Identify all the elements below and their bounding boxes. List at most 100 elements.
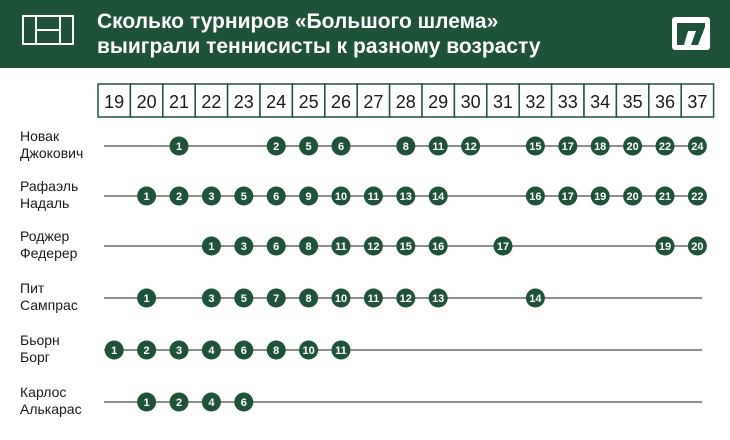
slam-count-label: 22 — [691, 191, 703, 203]
age-label: 33 — [558, 92, 578, 112]
slam-count-label: 13 — [400, 191, 412, 203]
slam-count-dot — [590, 136, 610, 156]
slam-count-label: 20 — [626, 141, 638, 153]
title-line-1: Сколько турниров «Большого шлема» — [97, 10, 499, 33]
slam-count-dot — [331, 186, 351, 206]
slam-count-label: 4 — [208, 345, 215, 357]
slam-count-label: 13 — [432, 293, 444, 305]
slam-count-dot — [428, 136, 448, 156]
slam-count-label: 11 — [368, 293, 380, 305]
slam-count-dot — [137, 288, 157, 308]
slam-count-dot — [234, 288, 254, 308]
slam-count-dot — [655, 186, 675, 206]
slam-count-dot — [493, 236, 513, 256]
age-label: 36 — [655, 92, 675, 112]
slam-count-dot — [461, 136, 481, 156]
age-label: 32 — [525, 92, 545, 112]
age-label: 29 — [428, 92, 448, 112]
slam-count-dot — [169, 340, 189, 360]
player-name-line1: Рафаэль — [20, 178, 78, 194]
slam-count-label: 3 — [208, 293, 214, 305]
player-name-line2: Алькарас — [20, 401, 82, 417]
age-label: 30 — [461, 92, 481, 112]
age-cell — [226, 83, 261, 118]
age-cell — [194, 83, 229, 118]
slam-count-dot — [169, 186, 189, 206]
slam-count-dot — [687, 136, 707, 156]
slam-count-label: 9 — [306, 191, 312, 203]
player-name-line2: Федерер — [20, 245, 78, 261]
slam-count-label: 20 — [691, 241, 703, 253]
slam-count-dot — [266, 136, 286, 156]
slam-count-dot — [266, 236, 286, 256]
age-cell — [291, 83, 326, 118]
slam-count-label: 8 — [403, 141, 409, 153]
slam-count-label: 5 — [306, 141, 312, 153]
header-banner: Сколько турниров «Большого шлема» выигра… — [0, 0, 730, 68]
slam-count-dot — [299, 236, 319, 256]
slam-count-label: 2 — [176, 397, 182, 409]
slam-count-label: 15 — [400, 241, 412, 253]
slam-count-dot — [428, 288, 448, 308]
slam-count-dot — [137, 392, 157, 412]
player-name-line1: Роджер — [20, 228, 70, 244]
player-name-line2: Джокович — [20, 145, 83, 161]
slam-count-dot — [363, 236, 383, 256]
slam-count-dot — [396, 288, 416, 308]
slam-count-label: 6 — [273, 191, 279, 203]
age-label: 23 — [234, 92, 254, 112]
age-label: 24 — [266, 92, 286, 112]
slam-count-dot — [428, 236, 448, 256]
slam-count-label: 1 — [144, 191, 150, 203]
slam-count-dot — [525, 186, 545, 206]
age-label: 22 — [201, 92, 221, 112]
slam-count-dot — [201, 392, 221, 412]
slam-count-dot — [104, 340, 124, 360]
age-label: 37 — [687, 92, 707, 112]
slam-count-dot — [169, 392, 189, 412]
slam-count-label: 5 — [241, 293, 247, 305]
slam-count-dot — [428, 186, 448, 206]
slam-count-dot — [396, 236, 416, 256]
slam-count-dot — [525, 288, 545, 308]
player-name-line1: Карлос — [20, 384, 66, 400]
age-label: 28 — [396, 92, 416, 112]
slam-count-label: 2 — [273, 141, 279, 153]
slam-count-label: 17 — [497, 241, 509, 253]
slam-count-dot — [331, 136, 351, 156]
slam-count-label: 14 — [529, 293, 542, 305]
slam-count-label: 1 — [144, 397, 150, 409]
player-name-line2: Борг — [20, 349, 50, 365]
age-cell — [648, 83, 682, 118]
slam-count-label: 11 — [335, 345, 347, 357]
slam-count-label: 22 — [659, 141, 671, 153]
slam-count-label: 17 — [562, 191, 574, 203]
age-label: 27 — [363, 92, 383, 112]
player-name-line2: Сампрас — [20, 297, 78, 313]
slam-count-dot — [363, 288, 383, 308]
slam-count-label: 10 — [335, 293, 347, 305]
slam-count-dot — [623, 186, 643, 206]
slam-count-dot — [201, 340, 221, 360]
brand-logo-icon — [672, 17, 710, 50]
slam-count-label: 1 — [144, 293, 150, 305]
age-label: 35 — [623, 92, 643, 112]
slam-count-dot — [655, 136, 675, 156]
slam-count-label: 14 — [432, 191, 445, 203]
slam-count-label: 6 — [273, 241, 279, 253]
slam-count-label: 20 — [626, 191, 638, 203]
slam-count-dot — [201, 186, 221, 206]
slam-count-dot — [169, 136, 189, 156]
slam-count-dot — [299, 186, 319, 206]
slam-count-label: 6 — [241, 397, 247, 409]
slam-count-label: 11 — [368, 191, 380, 203]
slam-count-dot — [687, 186, 707, 206]
slam-count-label: 12 — [367, 241, 379, 253]
slam-count-label: 19 — [594, 191, 606, 203]
slam-count-label: 6 — [338, 141, 344, 153]
slam-count-label: 1 — [208, 241, 214, 253]
slam-count-label: 3 — [241, 241, 247, 253]
age-cell — [518, 83, 553, 118]
age-label: 19 — [104, 92, 124, 112]
